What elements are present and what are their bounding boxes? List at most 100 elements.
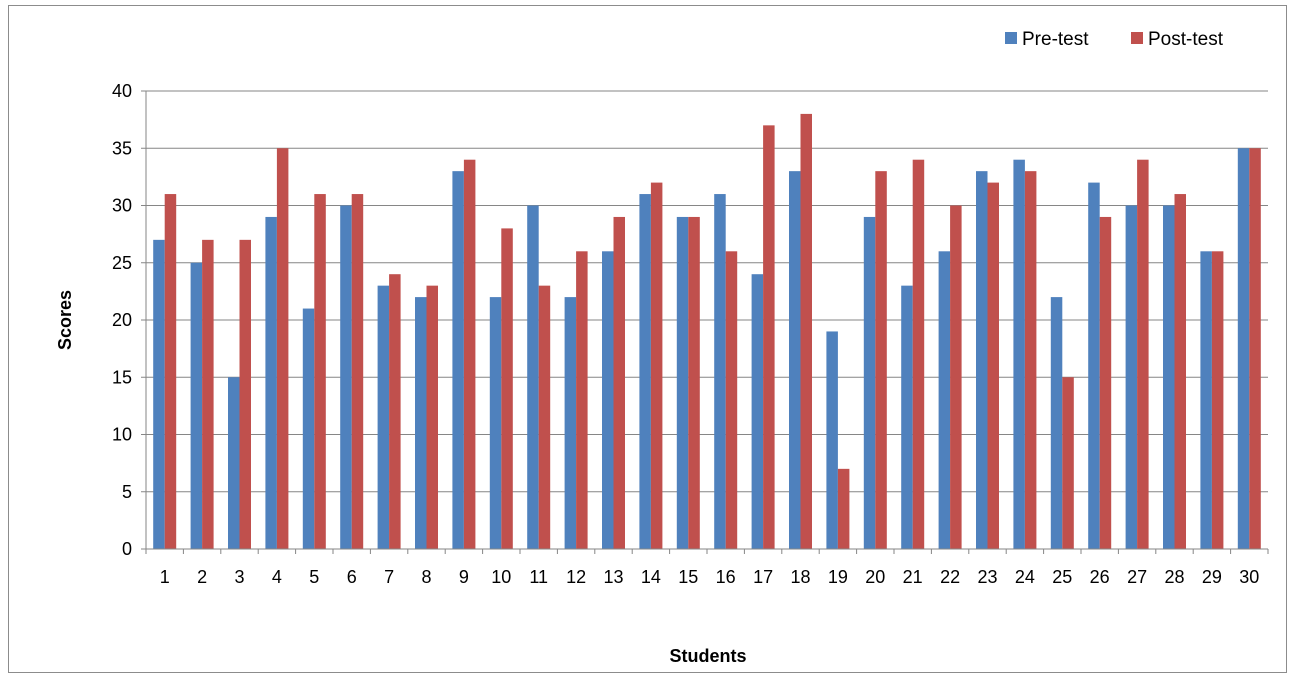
y-tick-labels: 0 5 10 15 20 25 30 35 40 [112,81,132,559]
bar-post-test-18 [800,113,812,550]
y-tick-label: 10 [112,425,132,445]
bar-post-test-10 [501,228,513,549]
x-tick-label: 25 [1052,567,1072,587]
legend-label-pre-test: Pre-test [1022,29,1089,50]
bar-post-test-25 [1062,377,1074,549]
x-tick-label: 15 [678,567,698,587]
bar-pre-test-7 [377,285,390,549]
bar-post-test-9 [463,159,476,549]
bars [153,113,1261,550]
bar-post-test-2 [202,239,214,549]
x-tick-label: 23 [977,567,997,587]
bar-pre-test-16 [714,194,726,550]
x-tick-label: 7 [384,567,394,587]
bar-pre-test-25 [1050,297,1063,549]
bar-pre-test-1 [153,239,165,549]
y-tick-label: 0 [122,539,132,559]
x-tick-label: 30 [1239,567,1259,587]
y-axis-title: Scores [55,290,75,350]
x-tick-label: 11 [529,567,548,587]
x-tick-label: 9 [459,567,469,587]
x-tick-label: 10 [491,567,511,587]
bar-pre-test-3 [228,377,240,549]
x-tick-label: 12 [566,567,586,587]
bar-post-test-23 [987,182,999,549]
bar-pre-test-2 [190,262,203,549]
bar-post-test-20 [875,171,887,549]
x-tick-label: 22 [940,567,960,587]
bar-post-test-14 [650,182,663,549]
x-tick-label: 4 [272,567,282,587]
x-tick-label: 29 [1202,567,1222,587]
x-tick-label: 27 [1127,567,1147,587]
bar-pre-test-4 [265,216,277,549]
x-tick-label: 5 [309,567,319,587]
bar-pre-test-28 [1163,205,1175,549]
x-tick-label: 2 [197,567,207,587]
y-tick-label: 35 [112,138,132,158]
x-tick-label: 20 [865,567,885,587]
y-tick-label: 30 [112,196,132,216]
bar-pre-test-17 [751,274,764,549]
bar-pre-test-13 [602,251,614,550]
y-tick-label: 5 [122,482,132,502]
x-tick-label: 13 [603,567,623,587]
x-tick-label: 17 [753,567,773,587]
bar-pre-test-6 [340,205,352,549]
x-tick-label: 8 [421,567,431,587]
bar-pre-test-27 [1125,205,1138,549]
x-tick-label: 28 [1164,567,1184,587]
legend-label-post-test: Post-test [1148,29,1224,50]
legend-swatch-pre-test [1005,32,1017,44]
bar-pre-test-29 [1200,251,1212,550]
bar-pre-test-20 [863,216,876,549]
bar-post-test-6 [351,194,364,550]
bar-post-test-19 [837,468,850,549]
x-axis-title: Students [669,646,746,666]
legend: Pre-test Post-test [1005,29,1224,50]
bar-post-test-30 [1249,148,1261,549]
y-tick-label: 25 [112,253,132,273]
x-tick-label: 14 [641,567,661,587]
bar-post-test-15 [688,216,700,549]
bar-pre-test-26 [1088,182,1100,549]
y-tick-label: 40 [112,81,132,101]
bar-pre-test-22 [938,251,951,550]
x-tick-label: 26 [1090,567,1110,587]
legend-swatch-post-test [1131,32,1143,44]
bar-post-test-1 [164,194,177,550]
bar-pre-test-21 [901,285,913,549]
y-tick-label: 20 [112,310,132,330]
bar-pre-test-24 [1013,159,1025,549]
bar-post-test-17 [763,125,775,549]
bar-post-test-8 [426,285,438,549]
x-tick-label: 3 [234,567,244,587]
x-tick-label: 16 [716,567,736,587]
bar-pre-test-9 [452,171,464,549]
x-tick-label: 24 [1015,567,1035,587]
bar-pre-test-12 [564,297,577,549]
bar-pre-test-10 [489,297,502,549]
x-tick-labels: 1 2 3 4 5 6 7 8 9 10 11 12 13 14 15 16 17 18 19 20 21 22 23 24 2… [160,567,1260,587]
x-tick-label: 19 [828,567,848,587]
bar-post-test-13 [613,216,625,549]
bar-post-test-5 [314,194,326,550]
bar-post-test-27 [1137,159,1149,549]
bar-post-test-12 [576,251,588,550]
bar-post-test-28 [1174,194,1186,550]
bar-pre-test-23 [976,171,988,549]
bar-pre-test-30 [1237,148,1250,549]
bar-pre-test-11 [527,205,539,549]
bar-pre-test-8 [415,297,427,549]
bar-post-test-11 [538,285,551,549]
bar-post-test-7 [389,274,401,549]
bar-post-test-21 [912,159,925,549]
bar-post-test-4 [276,148,289,549]
gridlines [141,90,1268,550]
axes [145,91,1269,554]
bar-pre-test-14 [639,194,651,550]
bar-post-test-26 [1099,216,1112,549]
bar-post-test-16 [725,251,738,550]
bar-post-test-29 [1211,251,1224,550]
bar-post-test-22 [950,205,962,549]
